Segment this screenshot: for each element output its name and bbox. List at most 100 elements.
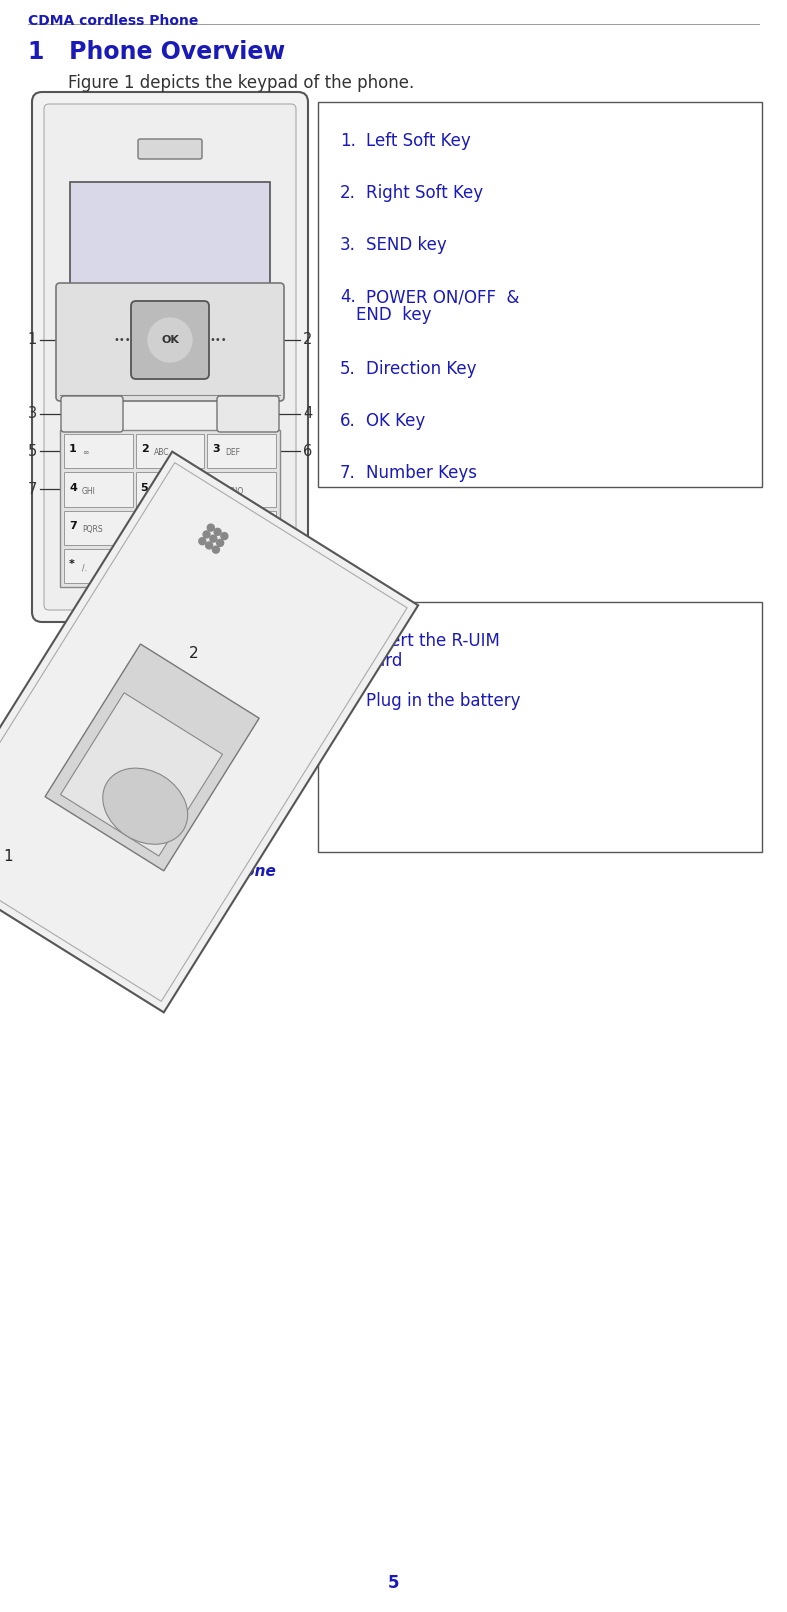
Ellipse shape	[103, 769, 187, 845]
Text: 4.: 4.	[340, 289, 356, 306]
Text: /=: /=	[225, 563, 235, 572]
Text: JKL: JKL	[153, 487, 165, 495]
Text: 1: 1	[3, 848, 13, 864]
Text: OK Key: OK Key	[366, 413, 425, 430]
Text: OK: OK	[161, 335, 179, 345]
Text: GHI: GHI	[82, 487, 96, 495]
Text: *: *	[69, 559, 75, 569]
Text: 1.: 1.	[340, 632, 356, 650]
FancyBboxPatch shape	[217, 397, 279, 432]
Text: Insert the R-UIM: Insert the R-UIM	[366, 632, 500, 650]
Circle shape	[214, 529, 221, 535]
Text: 8: 8	[141, 521, 149, 530]
Text: 5: 5	[388, 1573, 399, 1593]
Text: PQRS: PQRS	[82, 526, 102, 534]
Text: 2.: 2.	[340, 184, 356, 202]
Bar	[207, 472, 276, 506]
Polygon shape	[61, 693, 223, 856]
FancyBboxPatch shape	[32, 92, 308, 622]
Text: END  key: END key	[356, 306, 431, 324]
Text: CDMA cordless Phone: CDMA cordless Phone	[28, 15, 198, 27]
Text: 6: 6	[303, 443, 312, 459]
Text: WXYZ: WXYZ	[225, 526, 248, 534]
Text: 3: 3	[212, 445, 220, 455]
Polygon shape	[45, 645, 259, 870]
Text: Plug in the battery: Plug in the battery	[366, 692, 520, 709]
Circle shape	[212, 546, 220, 553]
Text: Figure 1 depicts the keypad of the phone.: Figure 1 depicts the keypad of the phone…	[68, 74, 414, 92]
FancyBboxPatch shape	[56, 284, 284, 401]
Circle shape	[205, 542, 212, 550]
Circle shape	[210, 535, 217, 542]
Bar	[207, 548, 276, 584]
Text: DEF: DEF	[225, 448, 240, 458]
FancyBboxPatch shape	[44, 105, 296, 609]
Text: Figure 2    Phone: Figure 2 Phone	[130, 864, 276, 879]
Text: •••: •••	[209, 335, 227, 345]
Text: /.: /.	[82, 563, 87, 572]
Text: 1.: 1.	[340, 132, 356, 150]
Circle shape	[216, 540, 224, 546]
Text: #: #	[212, 559, 222, 569]
Text: MNO: MNO	[225, 487, 244, 495]
Text: 5: 5	[28, 443, 37, 459]
Bar	[60, 430, 280, 587]
Text: 6.: 6.	[340, 413, 356, 430]
FancyBboxPatch shape	[61, 397, 123, 432]
Circle shape	[207, 524, 214, 530]
Text: 2: 2	[189, 646, 198, 661]
Bar	[70, 182, 270, 363]
Bar	[318, 601, 762, 853]
Text: 3.: 3.	[340, 235, 356, 255]
Bar	[64, 511, 133, 545]
Circle shape	[165, 592, 175, 601]
Bar	[207, 511, 276, 545]
Text: 7: 7	[69, 521, 77, 530]
Bar	[135, 511, 205, 545]
Text: •••: •••	[113, 335, 131, 345]
Text: 2.: 2.	[340, 692, 356, 709]
Text: 5: 5	[141, 482, 148, 493]
Text: 7.: 7.	[340, 464, 356, 482]
Text: 1: 1	[69, 445, 77, 455]
Text: Right Soft Key: Right Soft Key	[366, 184, 483, 202]
Text: 2: 2	[303, 332, 312, 348]
Bar	[64, 472, 133, 506]
Text: 6: 6	[212, 482, 220, 493]
Circle shape	[148, 318, 192, 363]
Text: 3: 3	[28, 406, 37, 421]
Text: PQRS: PQRS	[153, 563, 174, 572]
Text: SEND key: SEND key	[366, 235, 447, 255]
Text: Left Soft Key: Left Soft Key	[366, 132, 471, 150]
Bar	[64, 434, 133, 467]
Text: 2: 2	[141, 445, 149, 455]
Text: 4: 4	[303, 406, 312, 421]
Bar	[135, 548, 205, 584]
Text: 5.: 5.	[340, 359, 356, 377]
Text: 0: 0	[141, 559, 148, 569]
Circle shape	[203, 530, 210, 538]
Text: ∞: ∞	[82, 448, 88, 458]
Text: 7: 7	[28, 482, 37, 496]
Bar	[135, 434, 205, 467]
Text: Direction Key: Direction Key	[366, 359, 476, 377]
Polygon shape	[0, 451, 418, 1012]
FancyBboxPatch shape	[138, 139, 202, 160]
Bar	[135, 472, 205, 506]
Bar	[64, 548, 133, 584]
Bar	[318, 102, 762, 487]
Text: ABC: ABC	[153, 448, 169, 458]
Text: Number Keys: Number Keys	[366, 464, 477, 482]
Text: 1   Phone Overview: 1 Phone Overview	[28, 40, 285, 64]
FancyBboxPatch shape	[131, 301, 209, 379]
Bar	[207, 434, 276, 467]
Text: 9: 9	[212, 521, 220, 530]
Circle shape	[221, 532, 228, 540]
Text: TUV: TUV	[153, 526, 169, 534]
Text: 1: 1	[28, 332, 37, 348]
Circle shape	[199, 538, 206, 545]
Text: POWER ON/OFF  &: POWER ON/OFF &	[366, 289, 519, 306]
Text: Figure 1    Phone: Figure 1 Phone	[97, 630, 243, 645]
Text: 4: 4	[69, 482, 77, 493]
Text: card: card	[366, 651, 402, 671]
